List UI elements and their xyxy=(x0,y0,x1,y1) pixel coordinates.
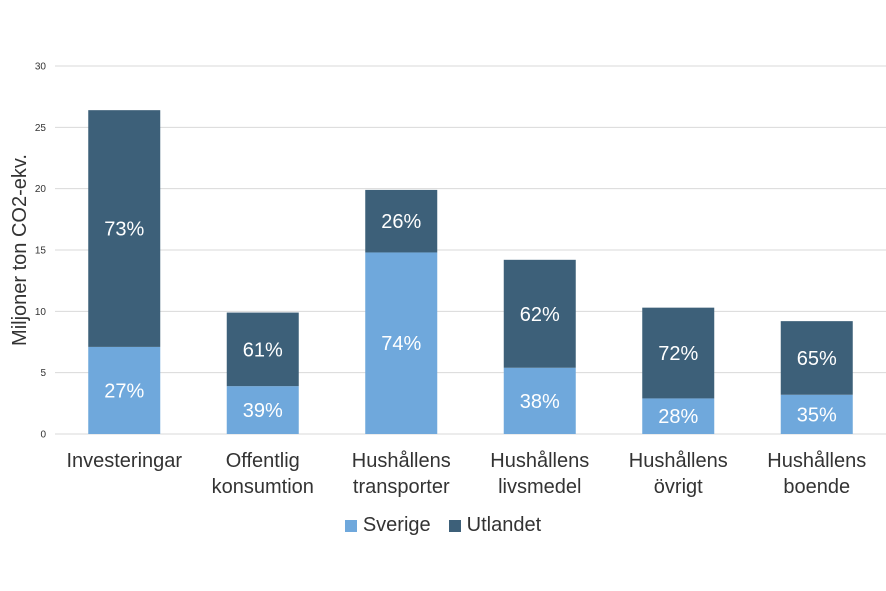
bar-sverige-1 xyxy=(226,386,299,434)
bar-utlandet-1 xyxy=(226,312,299,387)
legend-label-utlandet: Utlandet xyxy=(466,514,542,536)
bar-utlandet-3 xyxy=(503,259,576,368)
data-label-sverige-0: 27% xyxy=(104,380,144,402)
data-label-utlandet-2: 26% xyxy=(381,211,421,233)
legend: Sverige Utlandet xyxy=(0,514,886,537)
data-label-sverige-5: 35% xyxy=(797,404,837,426)
y-tick-label-25: 25 xyxy=(35,123,47,134)
x-tick-label-4-0: Hushållens xyxy=(629,450,728,472)
data-label-sverige-1: 39% xyxy=(243,400,283,422)
x-tick-label-5-1: boende xyxy=(783,476,850,498)
legend-label-sverige: Sverige xyxy=(362,514,431,536)
legend-item-sverige: Sverige xyxy=(344,514,431,537)
data-label-sverige-2: 74% xyxy=(381,333,421,355)
x-tick-label-1-0: Offentlig xyxy=(226,450,300,472)
bar-utlandet-0 xyxy=(88,110,161,347)
legend-item-utlandet: Utlandet xyxy=(448,514,542,537)
data-label-utlandet-4: 72% xyxy=(658,343,698,365)
legend-swatch-sverige xyxy=(344,519,357,532)
x-tick-label-4-1: övrigt xyxy=(654,476,703,498)
data-label-utlandet-5: 65% xyxy=(797,348,837,370)
data-label-utlandet-3: 62% xyxy=(520,304,560,326)
x-tick-label-2-1: transporter xyxy=(353,476,450,498)
y-tick-label-5: 5 xyxy=(40,368,46,379)
bar-sverige-0 xyxy=(88,346,161,434)
bar-sverige-2 xyxy=(365,252,438,434)
y-tick-label-20: 20 xyxy=(35,184,47,195)
x-tick-label-2-0: Hushållens xyxy=(352,450,451,472)
bar-sverige-5 xyxy=(780,394,853,434)
data-label-utlandet-1: 61% xyxy=(243,339,283,361)
x-tick-label-0-0: Investeringar xyxy=(66,450,182,472)
y-tick-label-15: 15 xyxy=(35,246,47,257)
bar-utlandet-4 xyxy=(642,307,715,399)
data-label-utlandet-0: 73% xyxy=(104,219,144,241)
x-tick-label-5-0: Hushållens xyxy=(767,450,866,472)
y-tick-label-10: 10 xyxy=(35,307,47,318)
y-tick-label-30: 30 xyxy=(35,62,47,73)
bar-sverige-3 xyxy=(503,367,576,434)
legend-swatch-utlandet xyxy=(448,519,461,532)
x-tick-label-1-1: konsumtion xyxy=(212,476,314,498)
bar-sverige-4 xyxy=(642,398,715,434)
bar-utlandet-2 xyxy=(365,189,438,253)
bar-utlandet-5 xyxy=(780,321,853,395)
y-axis-label: Miljoner ton CO2-ekv. xyxy=(9,154,31,346)
data-label-sverige-4: 28% xyxy=(658,406,698,428)
x-tick-label-3-0: Hushållens xyxy=(490,450,589,472)
data-label-sverige-3: 38% xyxy=(520,391,560,413)
x-tick-label-3-1: livsmedel xyxy=(498,476,581,498)
y-tick-label-0: 0 xyxy=(40,430,46,441)
